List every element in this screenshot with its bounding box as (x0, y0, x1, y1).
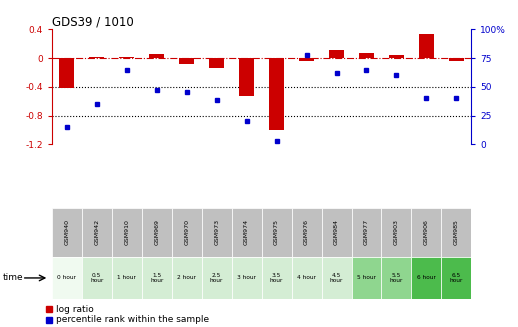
Bar (269, 58, 284, 130)
Text: GSM940: GSM940 (64, 219, 69, 245)
Bar (202, 208, 232, 257)
Bar (142, 257, 171, 299)
Text: 6.5
hour: 6.5 hour (450, 272, 463, 284)
Text: 5 hour: 5 hour (357, 275, 376, 281)
Text: GSM985: GSM985 (454, 219, 459, 245)
Bar (352, 208, 381, 257)
Text: 0 hour: 0 hour (57, 275, 76, 281)
Bar (209, 58, 224, 67)
Text: GSM975: GSM975 (274, 219, 279, 245)
Bar (441, 208, 471, 257)
Bar (52, 257, 82, 299)
Bar (449, 58, 464, 61)
Bar (232, 257, 262, 299)
Text: 2 hour: 2 hour (177, 275, 196, 281)
Text: GSM969: GSM969 (154, 219, 159, 245)
Bar (149, 54, 164, 58)
Text: GSM973: GSM973 (214, 219, 219, 245)
Text: GSM977: GSM977 (364, 219, 369, 245)
Text: GSM903: GSM903 (394, 219, 399, 245)
Bar (419, 34, 434, 58)
Bar (359, 53, 374, 58)
Text: percentile rank within the sample: percentile rank within the sample (56, 315, 209, 324)
Bar (411, 208, 441, 257)
Bar (389, 55, 404, 58)
Bar (179, 58, 194, 64)
Bar (239, 58, 254, 95)
Bar (441, 257, 471, 299)
Bar (89, 57, 104, 58)
Bar (112, 208, 142, 257)
Bar (119, 57, 134, 58)
Text: GSM942: GSM942 (94, 219, 99, 245)
Text: 3 hour: 3 hour (237, 275, 256, 281)
Bar (322, 208, 352, 257)
Text: GSM976: GSM976 (304, 219, 309, 245)
Bar (52, 208, 82, 257)
Bar (262, 208, 292, 257)
Bar (232, 208, 262, 257)
Bar (142, 208, 171, 257)
Text: 0.5
hour: 0.5 hour (90, 272, 104, 284)
Bar (381, 257, 411, 299)
Text: GSM974: GSM974 (244, 219, 249, 245)
Bar (292, 208, 322, 257)
Bar (292, 257, 322, 299)
Text: 6 hour: 6 hour (417, 275, 436, 281)
Text: 5.5
hour: 5.5 hour (390, 272, 403, 284)
Bar (171, 257, 202, 299)
Bar (82, 257, 112, 299)
Text: 3.5
hour: 3.5 hour (270, 272, 283, 284)
Text: 1 hour: 1 hour (117, 275, 136, 281)
Bar (202, 257, 232, 299)
Text: 1.5
hour: 1.5 hour (150, 272, 163, 284)
Text: GSM910: GSM910 (124, 219, 129, 245)
Bar (411, 257, 441, 299)
Bar (352, 257, 381, 299)
Bar (262, 257, 292, 299)
Text: 4 hour: 4 hour (297, 275, 316, 281)
Bar (322, 257, 352, 299)
Text: time: time (3, 273, 23, 283)
Text: 2.5
hour: 2.5 hour (210, 272, 223, 284)
Bar (171, 208, 202, 257)
Bar (112, 257, 142, 299)
Bar (329, 50, 344, 58)
Text: 4.5
hour: 4.5 hour (330, 272, 343, 284)
Text: GSM970: GSM970 (184, 219, 189, 245)
Bar (82, 208, 112, 257)
Text: GDS39 / 1010: GDS39 / 1010 (52, 15, 134, 28)
Bar (381, 208, 411, 257)
Text: GSM906: GSM906 (424, 219, 429, 245)
Bar (299, 58, 314, 61)
Bar (59, 58, 74, 88)
Text: log ratio: log ratio (56, 304, 94, 314)
Text: GSM984: GSM984 (334, 219, 339, 245)
